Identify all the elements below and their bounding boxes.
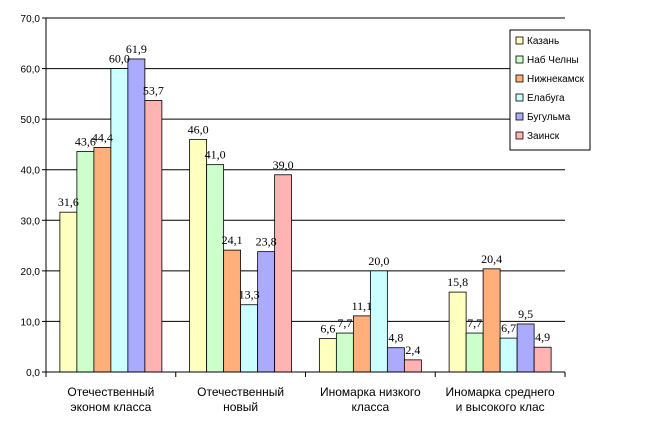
bar bbox=[93, 147, 112, 373]
y-tick-label: 60,0 bbox=[21, 65, 41, 76]
category-label: эконом класса bbox=[70, 400, 151, 414]
bar-value-label: 7,7 bbox=[467, 316, 482, 330]
legend-label: Нижнекамск bbox=[527, 74, 585, 85]
bar bbox=[144, 100, 163, 373]
bar bbox=[59, 211, 78, 373]
bar-value-label: 4,9 bbox=[535, 330, 550, 344]
bar bbox=[386, 347, 405, 373]
legend-label: Наб Челны bbox=[527, 54, 579, 66]
category-label: класса bbox=[352, 400, 390, 414]
y-tick-label: 30,0 bbox=[21, 216, 41, 227]
bar bbox=[448, 291, 467, 373]
bar bbox=[223, 249, 242, 373]
bar bbox=[369, 270, 388, 373]
y-tick-label: 10,0 bbox=[21, 317, 41, 328]
bar-value-label: 41,0 bbox=[205, 148, 226, 162]
bar-value-label: 31,6 bbox=[58, 195, 79, 209]
bar-value-label: 20,4 bbox=[481, 252, 502, 266]
bar-value-label: 15,8 bbox=[447, 275, 468, 289]
y-tick-label: 70,0 bbox=[21, 14, 41, 25]
bar bbox=[516, 323, 535, 373]
bar-value-label: 13,3 bbox=[239, 288, 260, 302]
bars bbox=[59, 58, 552, 373]
bar bbox=[403, 359, 422, 373]
legend-label: Елабуга bbox=[527, 92, 565, 104]
bar bbox=[189, 138, 208, 373]
bar bbox=[335, 332, 354, 373]
bar bbox=[240, 304, 259, 373]
bar bbox=[127, 58, 146, 373]
bar bbox=[257, 251, 276, 373]
category-label: новый bbox=[223, 400, 258, 414]
legend-swatch bbox=[515, 112, 524, 121]
bar-value-label: 2,4 bbox=[405, 343, 420, 357]
bar bbox=[499, 337, 518, 373]
legend-label: Бугульма bbox=[527, 112, 571, 123]
bar-value-label: 46,0 bbox=[188, 122, 209, 136]
y-tick-label: 40,0 bbox=[21, 166, 41, 177]
bar-value-label: 53,7 bbox=[143, 83, 164, 97]
bar bbox=[352, 315, 371, 373]
legend-label: Заинск bbox=[527, 131, 560, 142]
legend: Казань Наб Челны Нижнекамск Елабуга Бугульма… bbox=[509, 29, 591, 151]
bar bbox=[110, 68, 129, 373]
bar bbox=[318, 338, 337, 373]
bar bbox=[533, 346, 552, 373]
bar bbox=[274, 174, 293, 373]
bar-value-label: 44,4 bbox=[92, 130, 113, 144]
y-tick-label: 0,0 bbox=[26, 368, 40, 379]
bar bbox=[465, 332, 484, 373]
category-label: Отечественный bbox=[197, 385, 284, 399]
legend-swatch bbox=[515, 74, 524, 83]
bar-value-label: 7,7 bbox=[337, 316, 352, 330]
category-label: Иномарка низкого bbox=[320, 385, 421, 399]
bar bbox=[206, 164, 225, 373]
bar-value-label: 60,0 bbox=[109, 52, 130, 66]
category-label: и высокого клас bbox=[456, 400, 545, 414]
bar-value-label: 39,0 bbox=[273, 158, 294, 172]
legend-swatch bbox=[515, 55, 524, 64]
bar-value-label: 61,9 bbox=[126, 42, 147, 56]
bar bbox=[482, 268, 501, 373]
legend-label: Казань bbox=[527, 36, 559, 47]
legend-swatch bbox=[515, 36, 524, 45]
axes bbox=[42, 17, 566, 377]
y-tick-label: 50,0 bbox=[21, 115, 41, 126]
bar-value-label: 9,5 bbox=[518, 307, 533, 321]
bar bbox=[76, 151, 95, 373]
bar-value-label: 43,6 bbox=[75, 135, 96, 149]
bar-value-label: 20,0 bbox=[368, 254, 389, 268]
y-tick-label: 20,0 bbox=[21, 267, 41, 278]
bar-value-label: 23,8 bbox=[256, 235, 277, 249]
legend-swatch bbox=[515, 131, 524, 140]
y-axis-ticks: 0,0 10,0 20,0 30,0 40,0 50,0 60,0 70,0 bbox=[21, 14, 41, 379]
bar-value-label: 6,6 bbox=[320, 322, 335, 336]
bar-value-label: 11,1 bbox=[352, 299, 373, 313]
category-label: Иномарка среднего bbox=[446, 385, 556, 399]
bar-value-label: 24,1 bbox=[222, 233, 243, 247]
bar-value-label: 4,8 bbox=[388, 331, 403, 345]
data-labels: 31,6 43,644,4 60,061,9 53,7 46,0 41,0 24,1 13,3… bbox=[58, 42, 550, 357]
legend-swatch bbox=[515, 93, 524, 102]
bar-value-label: 6,7 bbox=[501, 321, 516, 335]
category-label: Отечественный bbox=[67, 385, 154, 399]
legend-box bbox=[509, 29, 591, 151]
